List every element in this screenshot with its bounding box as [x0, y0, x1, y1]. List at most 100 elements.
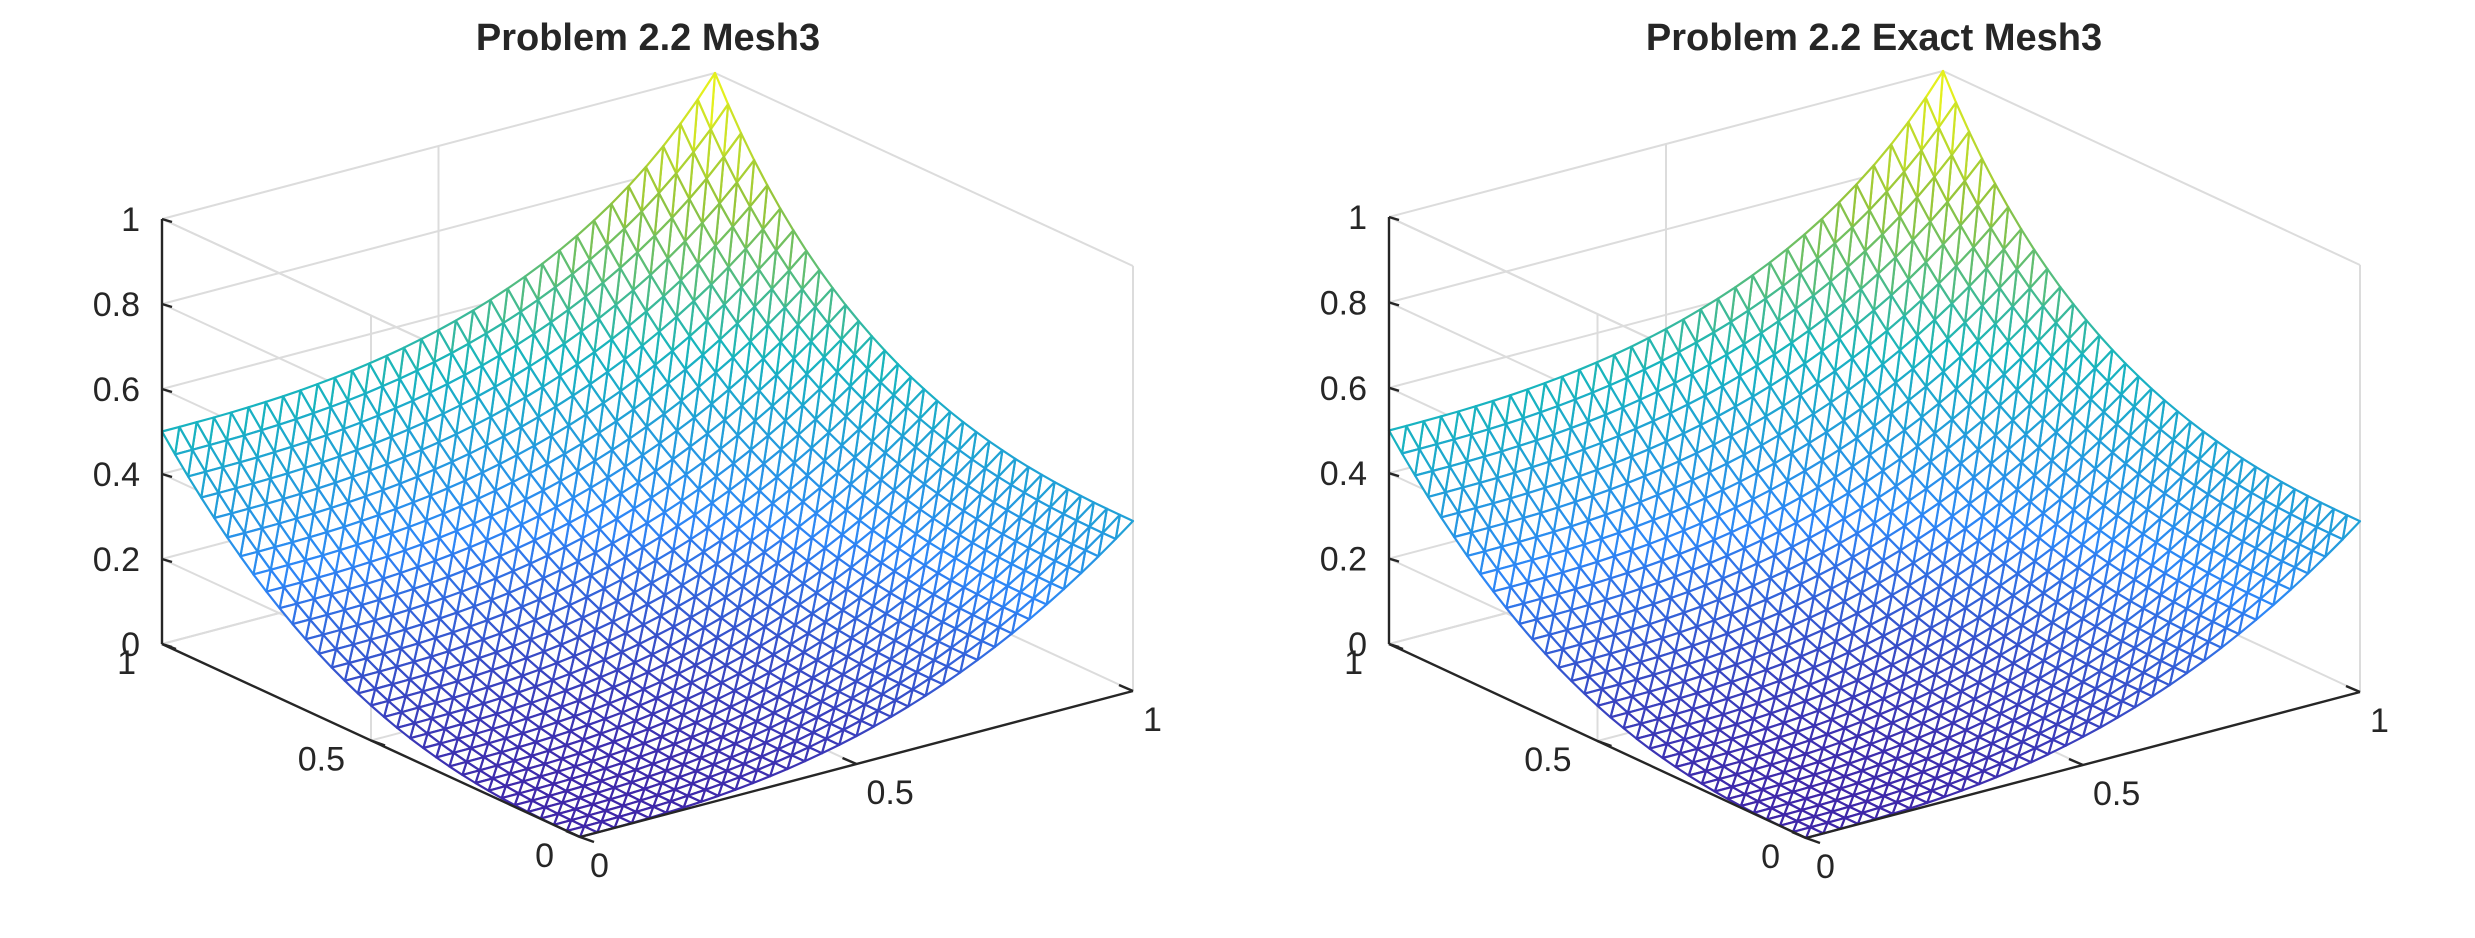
x-tick-mark [1118, 683, 1134, 693]
mesh-triangle [356, 687, 377, 707]
chart-title: Problem 2.2 Mesh3 [476, 17, 820, 59]
z-tick-label: 0.8 [1320, 284, 1367, 322]
mesh-triangle [1700, 777, 1721, 793]
z-tick-mark [161, 217, 173, 224]
mesh-triangle [1531, 633, 1551, 655]
z-tick-label: 0.8 [93, 286, 140, 324]
mesh-triangle [1674, 761, 1695, 777]
z-tick-mark [161, 557, 173, 564]
z-tick-label: 0.4 [93, 456, 140, 494]
mesh-triangle [1648, 742, 1668, 760]
mesh-triangle [213, 512, 233, 539]
mesh-triangle [1622, 722, 1642, 740]
mesh-triangle [1687, 769, 1708, 785]
x-tick-mark [842, 756, 857, 766]
y-tick-mark [1597, 739, 1612, 748]
z-tick-label: 0.2 [93, 541, 140, 579]
mesh-triangle [343, 675, 364, 695]
y-tick-mark [161, 642, 177, 651]
mesh-triangle [187, 470, 207, 499]
x-tick-mark [2345, 684, 2361, 694]
x-tick-label: 1 [1143, 701, 1162, 739]
x-tick-label: 0.5 [867, 774, 914, 812]
mesh-triangle [1570, 675, 1590, 695]
mesh-triangle [369, 699, 390, 719]
mesh-triangle [1635, 732, 1655, 750]
mesh-triangle [200, 491, 220, 520]
z-tick-label: 0.6 [1320, 370, 1367, 408]
z-tick-label: 0 [121, 626, 140, 664]
y-tick-mark [1388, 642, 1404, 651]
mesh-triangle [239, 550, 259, 576]
mesh-triangle [1713, 785, 1734, 801]
mesh-triangle [330, 661, 351, 682]
z-tick-mark [161, 472, 173, 479]
z-tick-label: 1 [1348, 199, 1367, 237]
y-tick-label: 1 [1344, 644, 1363, 682]
mesh-triangle [226, 531, 246, 558]
mesh-triangle [1583, 687, 1603, 707]
z-tick-label: 0 [1348, 626, 1367, 664]
mesh-triangle [304, 633, 325, 655]
x-tick-label: 0 [1816, 848, 1835, 886]
mesh-triangle [317, 648, 338, 669]
mesh-triangle [487, 784, 507, 800]
z-tick-mark [161, 302, 173, 309]
x-tick-mark [565, 829, 581, 839]
chart-panel-right: Problem 2.2 Exact Mesh3 0 0.2 0.4 0.6 0.8 1 0 0… [1237, 0, 2474, 938]
x-tick-mark [2068, 757, 2084, 767]
y-tick-mark [579, 835, 595, 844]
mesh-triangle [448, 760, 468, 777]
mesh-triangle [1661, 752, 1682, 769]
box-edge [1942, 70, 2361, 266]
y-tick-label: 0 [1761, 838, 1780, 876]
mesh-triangle [174, 448, 194, 478]
z-tick-mark [1388, 215, 1400, 222]
mesh-triangle [474, 777, 494, 792]
mesh-triangle [461, 769, 481, 785]
z-tick-label: 0.4 [1320, 455, 1367, 493]
z-tick-label: 1 [121, 201, 140, 239]
box-edge [714, 72, 1134, 267]
x-tick-mark [1791, 830, 1807, 840]
mesh-triangle [1518, 618, 1538, 641]
mesh-triangle [1492, 585, 1512, 610]
mesh-triangle [252, 568, 272, 593]
mesh-triangle [500, 792, 521, 807]
mesh-triangle [1440, 511, 1460, 539]
surface-chart-left: Problem 2.2 Mesh3 00.20.40.60.8100.5100.… [93, 17, 1162, 885]
mesh-triangle [1479, 568, 1499, 593]
mesh-triangle [383, 711, 403, 729]
z-tick-mark [1388, 301, 1400, 307]
x-tick-label: 0 [590, 847, 609, 885]
y-tick-label: 0.5 [1524, 741, 1571, 779]
z-tick-label: 0.6 [93, 371, 140, 409]
y-tick-mark [370, 739, 386, 747]
z-tick-mark [1388, 472, 1400, 478]
mesh-triangle [1453, 531, 1473, 558]
mesh-triangle [1544, 648, 1564, 669]
mesh-triangle [1596, 700, 1616, 719]
surface-chart-right: Problem 2.2 Exact Mesh3 00.20.40.60.8100… [1320, 17, 2389, 886]
mesh-triangle [291, 618, 311, 641]
mesh-triangle [1557, 662, 1577, 683]
mesh-triangle [160, 425, 181, 456]
mesh-triangle [1387, 424, 1408, 455]
y-tick-label: 0.5 [298, 741, 345, 779]
z-tick-mark [161, 387, 173, 394]
mesh-triangle [1726, 793, 1747, 808]
y-tick-label: 1 [117, 644, 136, 682]
x-tick-label: 0.5 [2093, 775, 2140, 813]
mesh-triangle [1466, 550, 1486, 576]
mesh-triangle [435, 751, 455, 768]
y-tick-label: 0 [535, 837, 554, 875]
mesh-triangle [1609, 711, 1629, 730]
mesh-triangle [1414, 469, 1434, 498]
mesh-triangle [1427, 491, 1447, 519]
z-tick-label: 0.2 [1320, 541, 1367, 579]
mesh-triangle [396, 722, 416, 740]
mesh-triangle [1505, 602, 1525, 626]
mesh-triangle [409, 732, 429, 750]
chart-title: Problem 2.2 Exact Mesh3 [1646, 17, 2102, 59]
chart-panel-left: Problem 2.2 Mesh3 0 0.2 0.4 0.6 0.8 1 0 0.5 1 0 0.… [0, 0, 1237, 938]
